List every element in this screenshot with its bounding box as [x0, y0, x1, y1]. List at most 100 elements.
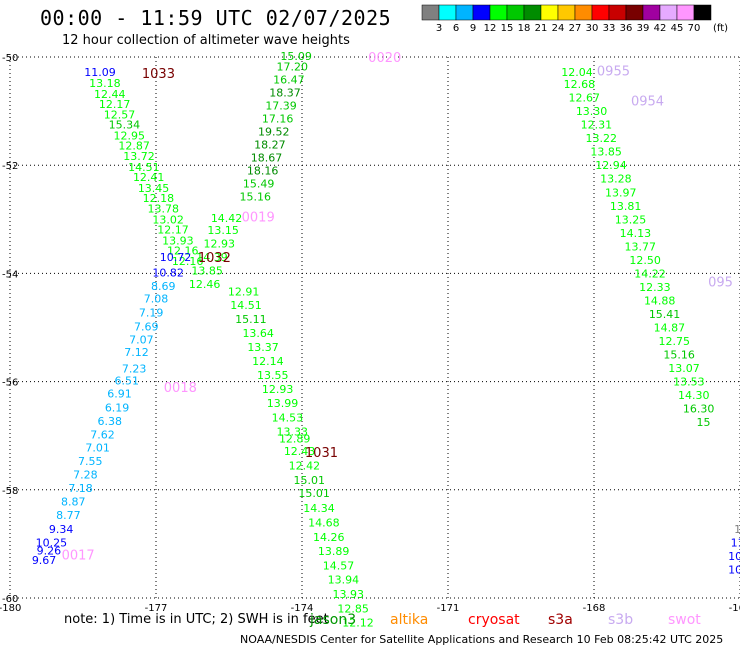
wave-height-point: 12.68 [564, 78, 596, 91]
y-tick-label: -54 [2, 269, 18, 280]
colorbar-swatch [455, 4, 474, 21]
wave-height-point: 14.87 [654, 322, 686, 335]
colorbar-tick: 70 [688, 23, 701, 34]
wave-height-point: 7.62 [90, 429, 115, 442]
wave-height-point: 12.04 [561, 66, 593, 79]
x-tick-label: -174 [291, 603, 314, 614]
wave-height-point: 7.12 [124, 346, 149, 359]
wave-height-point: 13.64 [242, 327, 274, 340]
wave-height-point: 8.69 [151, 280, 176, 293]
wave-height-point: 18.27 [254, 139, 286, 152]
wave-height-point: 14.51 [128, 161, 160, 174]
wave-height-point: 6.38 [98, 415, 123, 428]
wave-height-point: 12.94 [595, 159, 627, 172]
pass-label: 0017 [62, 549, 95, 564]
colorbar-tick: 30 [586, 23, 599, 34]
wave-height-point: 12.93 [204, 238, 236, 251]
colorbar-swatch [523, 4, 542, 21]
colorbar-swatch [642, 4, 661, 21]
wave-height-point: 14.30 [678, 389, 710, 402]
wave-height-point: 13.89 [318, 545, 350, 558]
wave-height-point: 12.85 [337, 602, 369, 615]
wave-height-point: 14.68 [308, 516, 340, 529]
wave-height-point: 7.18 [68, 482, 93, 495]
wave-height-point: 13.55 [257, 369, 289, 382]
wave-height-point: 13.53 [673, 376, 705, 389]
wave-height-point: 11 [731, 536, 740, 549]
legend-item-swot: swot [668, 612, 701, 628]
wave-height-point: 15.01 [298, 487, 330, 500]
wave-height-point: 12.50 [629, 254, 661, 267]
wave-height-point: 12.14 [252, 355, 284, 368]
wave-height-point: 7.28 [73, 469, 98, 482]
colorbar-tick: 15 [501, 23, 514, 34]
wave-height-point: 7.23 [122, 363, 147, 376]
colorbar-swatch [659, 4, 678, 21]
wave-height-point: 9.67 [32, 554, 57, 567]
wave-height-point: 7.01 [85, 442, 110, 455]
wave-height-point: 18.16 [247, 165, 279, 178]
wave-height-point: 12.93 [262, 383, 294, 396]
wave-height-point: 12.89 [279, 432, 311, 445]
colorbar-swatch [421, 4, 440, 21]
wave-height-point: 19.52 [258, 126, 290, 139]
wave-height-point: 10 [728, 550, 740, 563]
wave-height-point: 17.20 [277, 61, 309, 74]
wave-height-point: 13.93 [332, 588, 364, 601]
colorbar-swatch [557, 4, 576, 21]
wave-height-point: 13.37 [247, 341, 279, 354]
wave-height-point: 13.78 [148, 202, 180, 215]
wave-height-point: 7.07 [129, 333, 154, 346]
wave-height-point: 13.28 [600, 173, 632, 186]
wave-height-point: 18.37 [269, 87, 301, 100]
pass-label: 0018 [164, 381, 197, 396]
wave-height-point: 12.12 [342, 616, 374, 629]
wave-height-point: 12.42 [289, 459, 321, 472]
pass-label: 1033 [142, 67, 175, 82]
wave-height-point: 12.95 [113, 129, 145, 142]
wave-height-point: 13.25 [615, 213, 647, 226]
wave-height-point: 14.34 [303, 502, 335, 515]
wave-height-point: 14.39 [196, 251, 228, 264]
wave-height-point: 13.02 [152, 213, 184, 226]
wave-height-point: 13.97 [605, 186, 637, 199]
wave-height-point: 17.16 [262, 113, 294, 126]
wave-height-point: 14.53 [272, 411, 304, 424]
wave-height-point: 14.13 [620, 227, 652, 240]
chart-title: 00:00 - 11:59 UTC 02/07/2025 [40, 6, 392, 30]
wave-height-point: 6.19 [105, 402, 130, 415]
colorbar-swatch [693, 4, 712, 21]
wave-height-point: 13.93 [162, 234, 194, 247]
wave-height-point: 7.55 [78, 455, 103, 468]
colorbar-tick: 45 [671, 23, 684, 34]
wave-height-point: 10.25 [36, 536, 68, 549]
x-tick-label: -171 [437, 603, 460, 614]
legend-item-jason3: jason3 [310, 612, 357, 628]
wave-height-point: 9.34 [49, 523, 74, 536]
wave-height-point: 16.47 [273, 74, 305, 87]
colorbar-swatch [591, 4, 610, 21]
wave-height-point: 13.72 [123, 150, 155, 163]
wave-height-point: 12.17 [157, 224, 189, 237]
wave-height-point: 15 [697, 416, 711, 429]
wave-height-point: 13.15 [207, 224, 239, 237]
wave-height-point: 12.31 [581, 119, 613, 132]
wave-height-point: 12.41 [133, 171, 165, 184]
y-tick-label: -56 [2, 378, 18, 389]
wave-height-point: 13.94 [328, 574, 360, 587]
pass-label: 095 [708, 276, 733, 291]
colorbar-tick: 6 [453, 23, 459, 34]
wave-height-point: 1 [734, 523, 740, 536]
pass-label: 0954 [631, 94, 664, 109]
pass-label: 1032 [198, 251, 231, 266]
wave-height-point: 15.01 [294, 474, 326, 487]
wave-height-point: 13.07 [668, 362, 700, 375]
colorbar-tick: 9 [470, 23, 476, 34]
wave-height-point: 8.87 [61, 496, 86, 509]
colorbar-tick: 3 [436, 23, 442, 34]
pass-label: 0020 [368, 51, 401, 66]
colorbar-tick: 36 [620, 23, 633, 34]
wave-height-point: 12.16 [172, 255, 204, 268]
